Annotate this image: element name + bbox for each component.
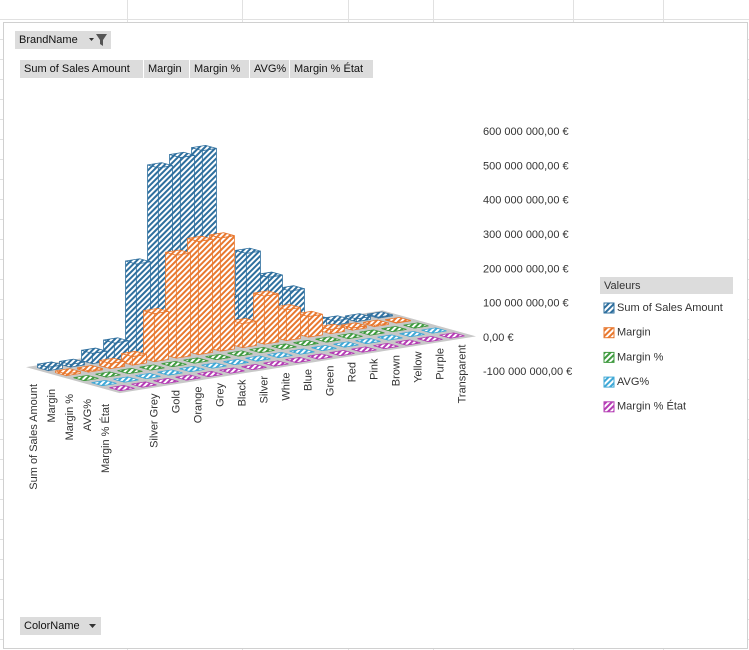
- value-field-button[interactable]: AVG%: [250, 60, 290, 78]
- filter-label: BrandName: [19, 34, 78, 46]
- dropdown-icon: [89, 624, 96, 628]
- value-field-button[interactable]: Margin: [144, 60, 190, 78]
- value-field-button[interactable]: Sum of Sales Amount: [20, 60, 144, 78]
- value-field-button[interactable]: Margin % État: [290, 60, 374, 78]
- filter-icon: [89, 34, 107, 46]
- value-field-button[interactable]: Margin %: [190, 60, 250, 78]
- axis-field-button[interactable]: ColorName: [20, 617, 102, 635]
- chart-area: [3, 22, 748, 649]
- axis-field-label: ColorName: [24, 620, 80, 632]
- report-filter-button[interactable]: BrandName: [15, 31, 112, 49]
